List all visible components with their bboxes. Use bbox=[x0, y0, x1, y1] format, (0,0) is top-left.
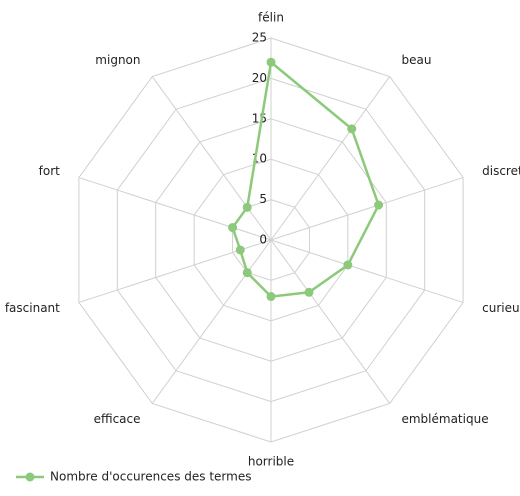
category-label: curieux bbox=[482, 301, 520, 315]
spoke bbox=[151, 239, 272, 404]
spoke bbox=[151, 76, 272, 241]
category-label: horrible bbox=[248, 455, 294, 469]
data-point bbox=[266, 292, 276, 302]
category-label: félin bbox=[258, 11, 284, 25]
data-point bbox=[347, 124, 357, 134]
legend-marker bbox=[25, 472, 35, 482]
category-label: fascinant bbox=[5, 301, 60, 315]
data-point bbox=[343, 260, 353, 270]
tick-label: 20 bbox=[252, 71, 267, 85]
tick-label: 0 bbox=[259, 233, 267, 247]
category-label: beau bbox=[401, 53, 431, 67]
data-point bbox=[235, 245, 245, 255]
category-label: efficace bbox=[94, 412, 141, 426]
tick-label: 15 bbox=[252, 111, 267, 125]
data-point bbox=[266, 57, 276, 67]
tick-label: 5 bbox=[259, 192, 267, 206]
data-point bbox=[374, 200, 384, 210]
spoke bbox=[270, 76, 391, 241]
tick-label: 25 bbox=[252, 31, 267, 45]
series-line bbox=[231, 59, 380, 298]
category-label: mignon bbox=[95, 53, 140, 67]
spoke bbox=[270, 177, 464, 241]
spoke bbox=[270, 239, 391, 404]
category-label: fort bbox=[39, 164, 61, 178]
spoke bbox=[78, 177, 272, 241]
category-label: emblématique bbox=[401, 412, 488, 426]
legend-label: Nombre d'occurences des termes bbox=[50, 470, 251, 484]
spoke bbox=[270, 239, 464, 303]
data-point bbox=[304, 287, 314, 297]
data-point bbox=[242, 268, 252, 278]
data-point bbox=[242, 202, 252, 212]
category-label: discret bbox=[482, 164, 520, 178]
data-point bbox=[228, 223, 238, 233]
